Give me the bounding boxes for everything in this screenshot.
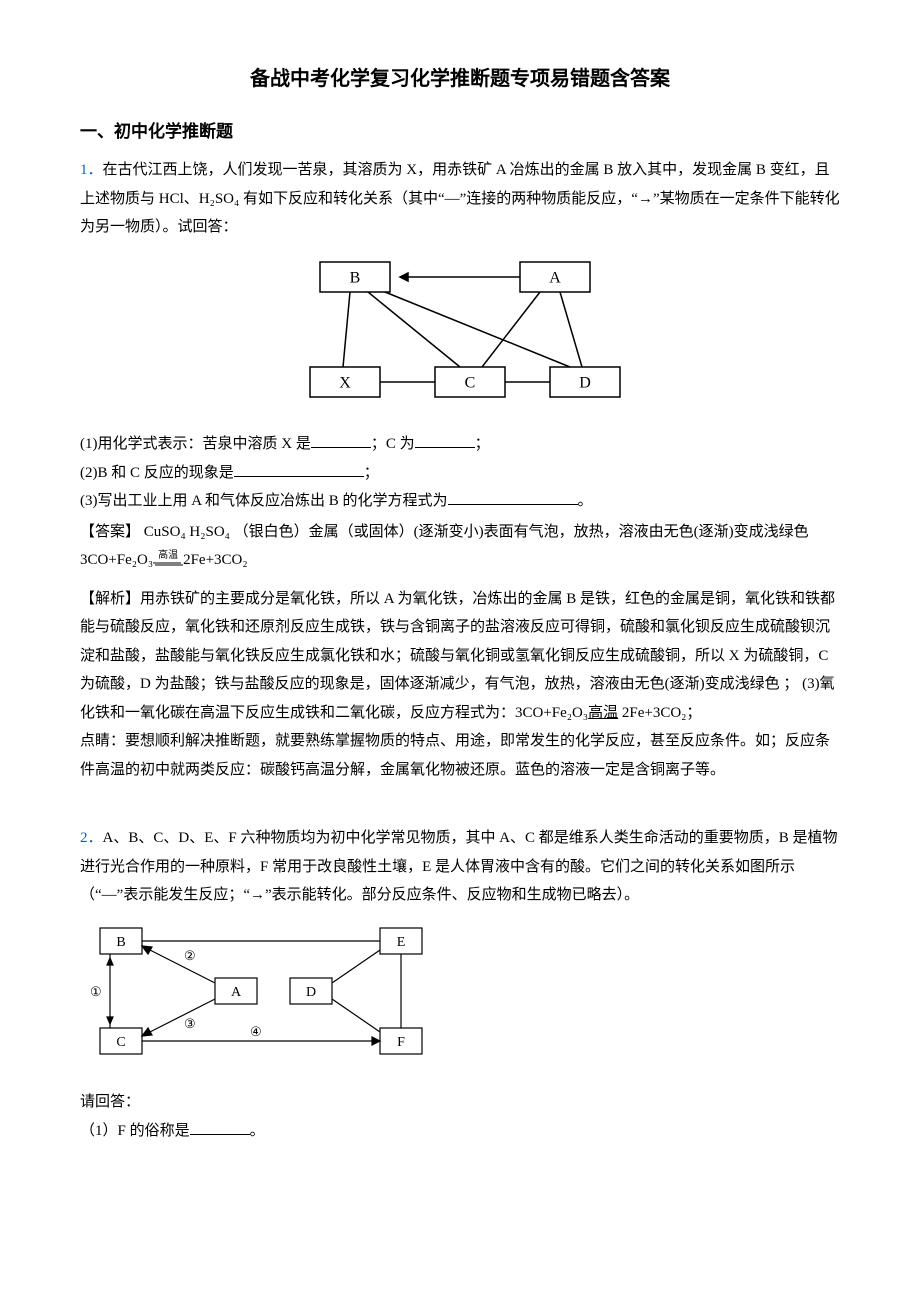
page-title: 备战中考化学复习化学推断题专项易错题含答案 [80,60,840,98]
svg-text:④: ④ [250,1024,262,1039]
svg-text:C: C [465,374,476,391]
blank [234,461,364,477]
q2-sub1-b: 。 [250,1123,265,1139]
svg-text:F: F [397,1035,405,1050]
q2-stem: 2．A、B、C、D、E、F 六种物质均为初中化学常见物质，其中 A、C 都是维系… [80,824,840,910]
q2-number: 2． [80,830,103,846]
q1-sub1-b: ；C 为 [371,436,415,452]
explanation-label: 【解析】 [80,591,140,607]
q2-text: A、B、C、D、E、F 六种物质均为初中化学常见物质，其中 A、C 都是维系人类… [80,830,838,903]
q1-sub2-b: ； [364,465,379,481]
q1-sub3: (3)写出工业上用 A 和气体反应冶炼出 B 的化学方程式为 。 [80,487,840,516]
blank [311,432,371,448]
blank [190,1119,250,1135]
q2-diagram: B E A D C F [80,920,840,1081]
q1-sub1-c: ； [475,436,490,452]
q1-sub3-b: 。 [578,493,593,509]
spacer [80,784,840,824]
answer-label: 【答案】 [80,524,140,540]
cond-text: 高温 [158,550,178,561]
q1-sub2: (2)B 和 C 反应的现象是 ； [80,459,840,488]
svg-text:X: X [339,374,351,391]
q1-stem: 1．在古代江西上饶，人们发现一苦泉，其溶质为 X，用赤铁矿 A 冶炼出的金属 B… [80,156,840,242]
reaction-condition: 高温 [153,551,183,571]
q1-number: 1． [80,162,103,178]
explanation-eq-b: 2Fe+3CO₂； [618,705,701,721]
q2-ask: 请回答： [80,1088,840,1117]
blank [415,432,475,448]
reaction-condition-inline: 高温 [588,705,618,721]
svg-text:B: B [116,935,125,950]
q1-sub1: (1)用化学式表示：苦泉中溶质 X 是 ；C 为 ； [80,430,840,459]
blank [448,489,578,505]
svg-text:D: D [306,985,316,1000]
q1-sub3-a: (3)写出工业上用 A 和气体反应冶炼出 B 的化学方程式为 [80,493,448,509]
q1-diagram: B A X C D [80,252,840,423]
q2-sub1: （1）F 的俗称是 。 [80,1117,840,1146]
section-heading: 一、初中化学推断题 [80,116,840,148]
svg-text:②: ② [184,948,196,963]
q1-answer: 【答案】 CuSO₄ H₂SO₄ （银白色）金属（或固体）(逐渐变小)表面有气泡… [80,518,840,575]
svg-text:B: B [350,269,361,286]
q1-sub2-a: (2)B 和 C 反应的现象是 [80,465,234,481]
explanation-text: 用赤铁矿的主要成分是氧化铁，所以 A 为氧化铁，冶炼出的金属 B 是铁，红色的金… [80,591,835,721]
q1-explanation: 【解析】用赤铁矿的主要成分是氧化铁，所以 A 为氧化铁，冶炼出的金属 B 是铁，… [80,585,840,728]
q2-sub1-a: （1）F 的俗称是 [80,1123,190,1139]
svg-text:D: D [579,374,591,391]
q1-sub1-a: (1)用化学式表示：苦泉中溶质 X 是 [80,436,311,452]
svg-text:③: ③ [184,1016,196,1031]
svg-text:A: A [549,269,561,286]
svg-text:C: C [116,1035,125,1050]
svg-text:A: A [231,985,242,1000]
answer-text-b: 2Fe+3CO₂ [183,552,248,568]
svg-text:E: E [397,935,406,950]
svg-text:①: ① [90,984,102,999]
q1-tip: 点睛：要想顺利解决推断题，就要熟练掌握物质的特点、用途，即常发生的化学反应，甚至… [80,727,840,784]
q1-text: 在古代江西上饶，人们发现一苦泉，其溶质为 X，用赤铁矿 A 冶炼出的金属 B 放… [80,162,840,235]
